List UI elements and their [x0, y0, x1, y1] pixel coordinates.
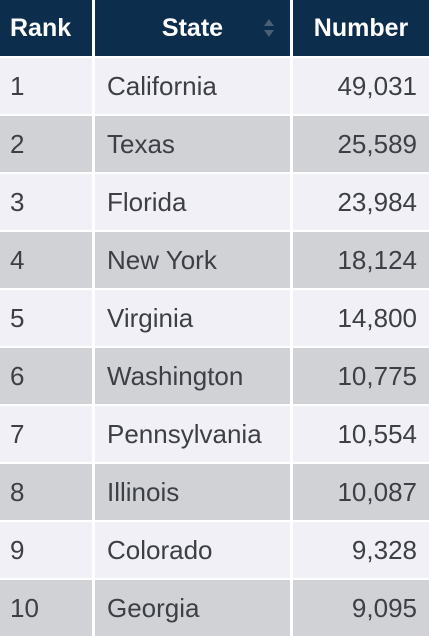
table-row: 9 Colorado 9,328 — [0, 522, 429, 578]
table-row: 7 Pennsylvania 10,554 — [0, 406, 429, 462]
table-header-row: Rank State Number — [0, 0, 429, 56]
rank-cell: 3 — [0, 174, 92, 230]
rank-cell: 5 — [0, 290, 92, 346]
table-row: 6 Washington 10,775 — [0, 348, 429, 404]
number-cell: 10,087 — [293, 464, 429, 520]
number-column-header[interactable]: Number — [293, 0, 429, 56]
table-row: 3 Florida 23,984 — [0, 174, 429, 230]
number-cell: 10,775 — [293, 348, 429, 404]
rank-cell: 2 — [0, 116, 92, 172]
state-header-label: State — [161, 13, 224, 42]
sort-icon[interactable] — [264, 17, 274, 39]
number-header-label: Number — [313, 13, 409, 42]
rank-cell: 6 — [0, 348, 92, 404]
rank-cell: 1 — [0, 58, 92, 114]
number-cell: 18,124 — [293, 232, 429, 288]
state-cell: California — [95, 58, 290, 114]
number-cell: 25,589 — [293, 116, 429, 172]
state-cell: Virginia — [95, 290, 290, 346]
number-cell: 23,984 — [293, 174, 429, 230]
rank-column-header[interactable]: Rank — [0, 0, 92, 56]
number-cell: 9,095 — [293, 580, 429, 636]
state-cell: Georgia — [95, 580, 290, 636]
table-row: 4 New York 18,124 — [0, 232, 429, 288]
table-row: 1 California 49,031 — [0, 58, 429, 114]
table-row: 2 Texas 25,589 — [0, 116, 429, 172]
rank-cell: 10 — [0, 580, 92, 636]
table-row: 10 Georgia 9,095 — [0, 580, 429, 636]
number-cell: 10,554 — [293, 406, 429, 462]
table-row: 5 Virginia 14,800 — [0, 290, 429, 346]
state-cell: Colorado — [95, 522, 290, 578]
state-column-header[interactable]: State — [95, 0, 290, 56]
state-cell: Pennsylvania — [95, 406, 290, 462]
number-cell: 14,800 — [293, 290, 429, 346]
state-cell: Texas — [95, 116, 290, 172]
state-cell: Washington — [95, 348, 290, 404]
rank-cell: 8 — [0, 464, 92, 520]
state-cell: Florida — [95, 174, 290, 230]
rank-cell: 9 — [0, 522, 92, 578]
table-row: 8 Illinois 10,087 — [0, 464, 429, 520]
state-cell: Illinois — [95, 464, 290, 520]
rank-header-label: Rank — [10, 13, 72, 42]
number-cell: 9,328 — [293, 522, 429, 578]
number-cell: 49,031 — [293, 58, 429, 114]
rank-cell: 7 — [0, 406, 92, 462]
state-cell: New York — [95, 232, 290, 288]
rank-cell: 4 — [0, 232, 92, 288]
